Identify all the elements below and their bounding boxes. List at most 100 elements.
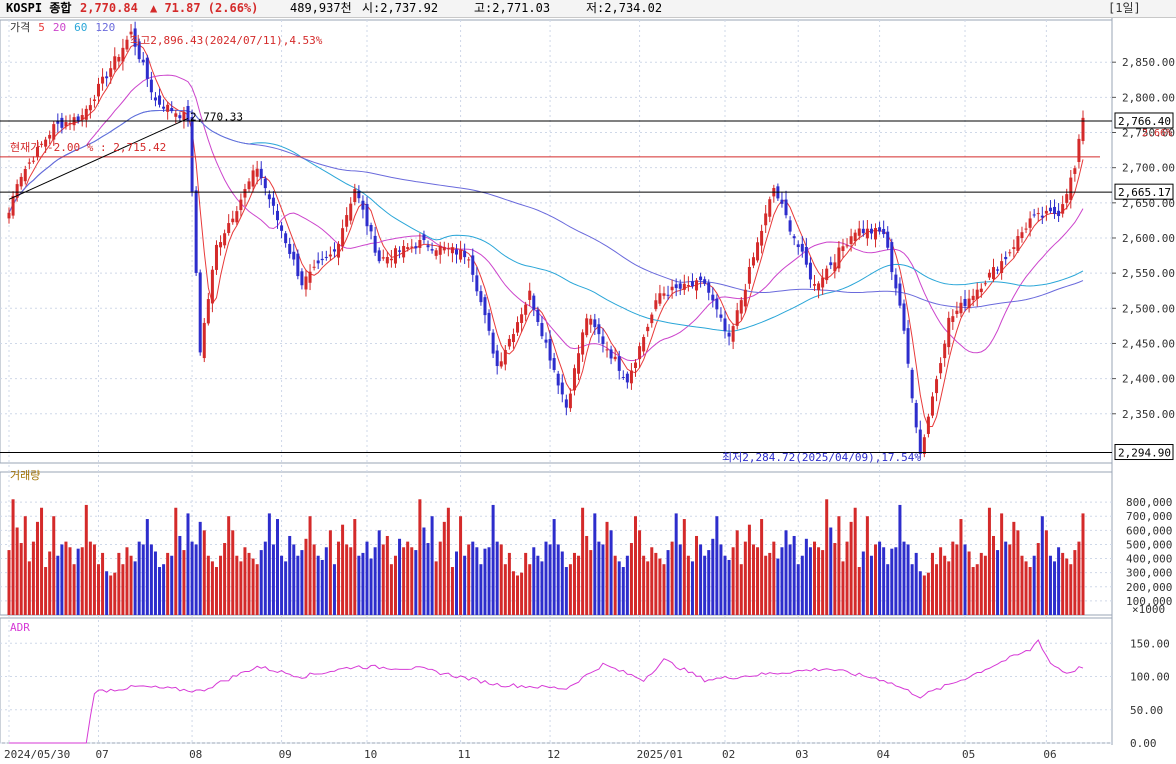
candle-body [914, 402, 918, 428]
volume-bar [1040, 516, 1044, 615]
volume-bar [7, 550, 11, 615]
volume-bar [92, 544, 96, 615]
candle-body [357, 190, 361, 199]
candle-body [906, 328, 910, 364]
volume-bar [320, 559, 324, 615]
volume-bar [438, 541, 442, 615]
panel-frame-0 [0, 19, 1113, 464]
candle-body [125, 39, 129, 50]
candle-body [332, 249, 336, 252]
candle-body [308, 271, 312, 283]
volume-bar [776, 558, 780, 615]
candle-body [320, 258, 324, 261]
volume-bar [564, 567, 568, 615]
candle-body [48, 134, 52, 139]
volume-bar [145, 519, 149, 615]
volume-bar [398, 538, 402, 615]
volume-bar [699, 544, 703, 615]
candle-body [878, 227, 882, 232]
candle-body [1000, 261, 1004, 273]
candle-body [833, 262, 837, 272]
volume-bar [597, 541, 601, 615]
candle-body [922, 437, 926, 454]
candle-body [495, 350, 499, 367]
candle-body [174, 113, 178, 117]
volume-bar [202, 530, 206, 615]
volume-bar [1012, 521, 1016, 615]
price-level-box [1114, 183, 1174, 200]
volume-bar [219, 555, 223, 615]
candle-body [585, 318, 589, 336]
candle-body [288, 243, 292, 254]
candle-body [210, 269, 214, 304]
candle-body [597, 324, 601, 335]
volume-bar [658, 558, 662, 615]
volume-bar [170, 555, 174, 615]
candle-body [190, 117, 194, 192]
volume-bar [617, 561, 621, 615]
volume-bar [943, 555, 947, 615]
candle-body [239, 199, 243, 211]
candle-body [324, 256, 328, 258]
candle-body [605, 349, 609, 351]
candle-body [715, 298, 719, 310]
x-tick-label: 02 [722, 748, 735, 761]
volume-bar [568, 564, 572, 615]
y-tick-label: 2,600.00 [1122, 232, 1175, 245]
volume-bar [186, 513, 190, 615]
candle-body [442, 246, 446, 251]
candle-body [414, 246, 418, 249]
volume-bar [922, 575, 926, 615]
volume-bar [605, 521, 609, 615]
volume-bar [959, 519, 963, 615]
candle-body [613, 356, 617, 360]
candle-body [869, 228, 873, 234]
candle-body [259, 168, 263, 179]
y-tick-label: 2,800.00 [1122, 91, 1175, 104]
volume-bar [556, 544, 560, 615]
candle-body [662, 293, 666, 296]
price-level-label: 2,294.90 [1118, 447, 1171, 460]
candle-body [813, 284, 816, 286]
volume-bar [422, 527, 426, 615]
candle-body [642, 337, 646, 352]
candle-body [654, 300, 658, 310]
candle-body [768, 199, 772, 217]
volume-bar [670, 541, 674, 615]
volume-bar [678, 544, 682, 615]
volume-bar [316, 555, 320, 615]
candle-body [422, 234, 426, 241]
candle-body [564, 399, 568, 408]
candle-body [227, 223, 231, 233]
volume-bar [951, 541, 955, 615]
candle-body [304, 276, 308, 290]
volume-bar [845, 541, 849, 615]
candle-body [764, 213, 768, 226]
candle-body [402, 245, 406, 258]
volume-bar [304, 538, 308, 615]
period-button[interactable]: [1일] [1108, 1, 1141, 15]
volume-bar [857, 567, 861, 615]
volume-bar [52, 516, 56, 615]
volume-bar [341, 524, 345, 615]
volume-bar [121, 564, 125, 615]
candle-body [15, 184, 19, 198]
vol-tick-label: 400,000 [1126, 553, 1172, 566]
volume-bar [328, 530, 332, 615]
candle-body [499, 361, 503, 367]
volume-bar [1081, 513, 1085, 615]
candle-body [727, 332, 731, 337]
candle-body [1081, 117, 1085, 142]
candle-body [284, 233, 288, 244]
volume-bar [23, 516, 27, 615]
price-level-box [1114, 112, 1174, 129]
candle-body [865, 228, 869, 239]
candle-body [695, 280, 699, 291]
candle-body [674, 284, 678, 289]
volume-bar [544, 541, 548, 615]
volume-bar [511, 571, 515, 615]
candle-body [219, 242, 223, 248]
volume-bar [471, 541, 475, 615]
candle-body [97, 83, 100, 97]
candle-body [312, 266, 316, 268]
